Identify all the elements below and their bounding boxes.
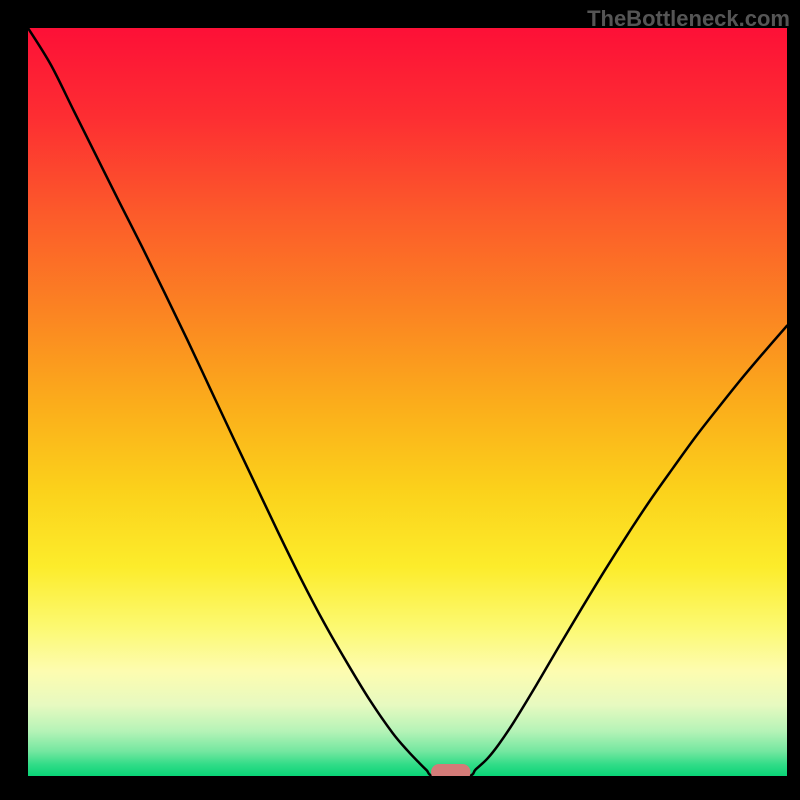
bottleneck-chart [28, 28, 787, 776]
chart-svg [28, 28, 787, 776]
chart-background [28, 28, 787, 776]
watermark-label: TheBottleneck.com [587, 6, 790, 32]
image-root: TheBottleneck.com [0, 0, 800, 800]
optimal-range-marker [431, 764, 470, 776]
